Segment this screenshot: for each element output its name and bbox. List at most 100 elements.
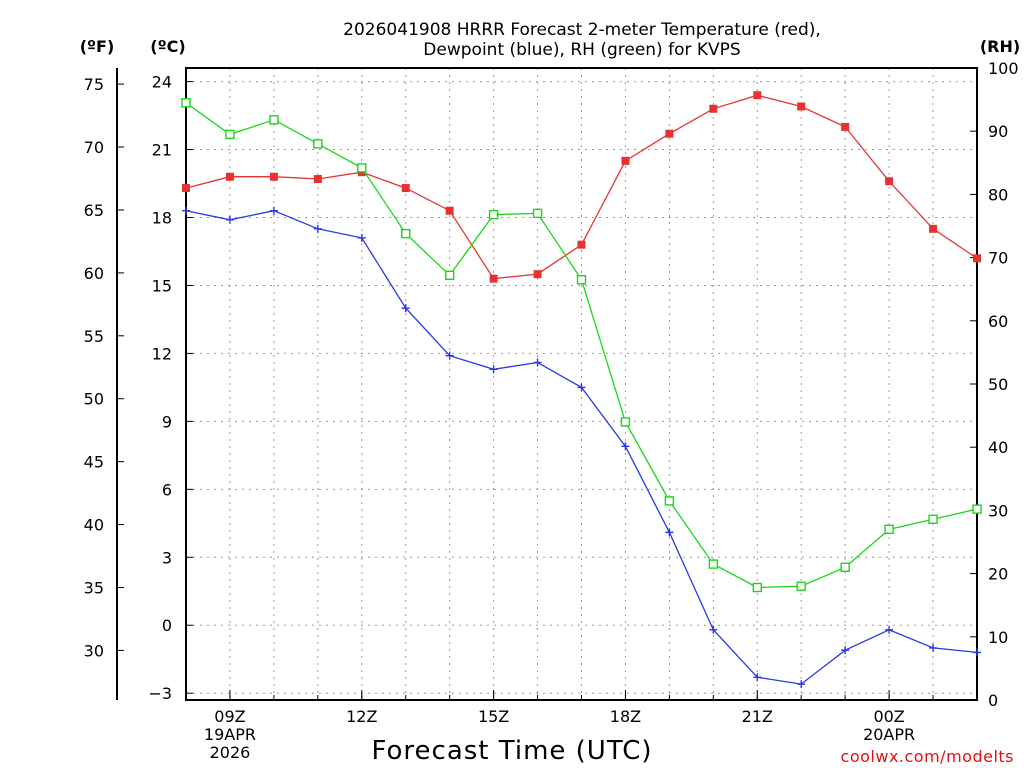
rh-tick-label: 60 [988, 312, 1008, 331]
dewpoint-point [401, 304, 410, 313]
dewpoint-point [841, 646, 850, 655]
fahrenheit-unit-label: (ºF) [80, 37, 115, 56]
rh-tick-label: 10 [988, 628, 1008, 647]
fahrenheit-tick-label: 40 [84, 516, 104, 535]
fahrenheit-tick-label: 30 [84, 641, 104, 660]
axis-ticks: −3 0 3 6 9 12 15 18 21 24 30 35 40 45 50 55 60 65 70 75 0 10 2… [84, 59, 1019, 762]
temperature-point [489, 274, 498, 283]
rh-line [185, 102, 978, 589]
rh-point [664, 496, 675, 506]
fahrenheit-tick-label: 75 [84, 75, 104, 94]
rh-point [884, 524, 894, 535]
rh-point [752, 582, 762, 593]
rh-point [357, 163, 367, 173]
rh-point [796, 581, 806, 591]
celsius-tick-label: 0 [162, 616, 172, 635]
x-tick-label: 19APR [204, 725, 256, 744]
temperature-point [709, 104, 718, 113]
rh-tick-label: 100 [988, 59, 1019, 78]
temperature-point [313, 174, 322, 183]
x-tick-label: 09Z [214, 707, 245, 726]
temperature-point [841, 122, 850, 131]
celsius-tick-label: 24 [152, 73, 172, 92]
dewpoint-point [357, 233, 366, 242]
temperature-point [182, 184, 190, 193]
x-axis-title: Forecast Time (UTC) [371, 736, 652, 766]
rh-point [444, 270, 455, 280]
celsius-unit-label: (ºC) [150, 37, 185, 56]
temperature-point [225, 172, 234, 181]
temperature-point [577, 240, 586, 249]
fahrenheit-tick-label: 65 [84, 201, 104, 220]
dewpoint-point [313, 224, 322, 233]
rh-point [269, 115, 279, 125]
temperature-point [269, 172, 278, 181]
rh-tick-label: 40 [988, 438, 1008, 457]
rh-tick-label: 70 [988, 249, 1008, 268]
x-tick-label: 12Z [346, 707, 377, 726]
dewpoint-point [577, 383, 586, 392]
dewpoint-point [665, 528, 674, 537]
dewpoint-point [225, 215, 234, 224]
chart-title-line-1: 2026041908 HRRR Forecast 2-meter Tempera… [343, 20, 821, 40]
dewpoint-point [489, 365, 498, 374]
temperature-point [401, 184, 410, 193]
x-tick-label: 15Z [478, 707, 509, 726]
dewpoint-point [929, 643, 938, 652]
temperature-point [797, 102, 806, 111]
rh-point [181, 98, 191, 108]
rh-point [401, 228, 411, 239]
celsius-tick-label: 9 [162, 412, 172, 431]
fahrenheit-tick-label: 55 [84, 327, 104, 346]
rh-point [972, 504, 982, 514]
dewpoint-point [269, 206, 278, 215]
dewpoint-point [885, 625, 894, 634]
x-tick-label: 18Z [610, 707, 641, 726]
rh-tick-label: 0 [988, 691, 998, 710]
rh-point [840, 562, 850, 572]
source-credit: coolwx.com/modelts [841, 747, 1014, 766]
celsius-tick-label: 6 [162, 480, 172, 499]
temperature-point [445, 206, 454, 215]
temperature-point [533, 270, 542, 279]
x-tick-label: 00Z [873, 707, 904, 726]
temperature-point [621, 156, 630, 165]
rh-point [225, 129, 235, 140]
fahrenheit-tick-label: 50 [84, 390, 104, 409]
axes [116, 67, 978, 701]
fahrenheit-tick-label: 35 [84, 578, 104, 597]
temperature-point [929, 224, 938, 233]
data-series [181, 91, 982, 689]
celsius-tick-label: 21 [152, 141, 172, 160]
temperature-point [665, 129, 674, 138]
fahrenheit-tick-label: 60 [84, 264, 104, 283]
celsius-tick-label: 18 [152, 209, 172, 228]
celsius-tick-label: 3 [162, 548, 172, 567]
dewpoint-point [445, 351, 454, 360]
dewpoint-point [709, 625, 718, 634]
rh-point [928, 514, 938, 524]
dewpoint-point [797, 680, 806, 689]
temperature-point [885, 177, 894, 186]
x-tick-label: 21Z [742, 707, 773, 726]
rh-tick-label: 30 [988, 501, 1008, 520]
rh-tick-label: 20 [988, 565, 1008, 584]
rh-unit-label: (RH) [980, 37, 1020, 56]
celsius-tick-label: 12 [152, 344, 172, 363]
dewpoint-point [533, 358, 542, 367]
temperature-point [753, 91, 762, 100]
rh-point [532, 208, 543, 219]
dewpoint-point [621, 442, 630, 451]
rh-point [620, 417, 631, 427]
celsius-tick-label: 15 [152, 276, 172, 295]
rh-tick-label: 90 [988, 122, 1008, 141]
chart-title-line-2: Dewpoint (blue), RH (green) for KVPS [423, 40, 740, 60]
dewpoint-point [753, 673, 762, 682]
fahrenheit-tick-label: 70 [84, 138, 104, 157]
rh-point [576, 275, 587, 285]
dewpoint-point [182, 206, 190, 215]
fahrenheit-tick-label: 45 [84, 453, 104, 472]
x-tick-label: 2026 [210, 743, 251, 762]
rh-point [488, 209, 499, 220]
